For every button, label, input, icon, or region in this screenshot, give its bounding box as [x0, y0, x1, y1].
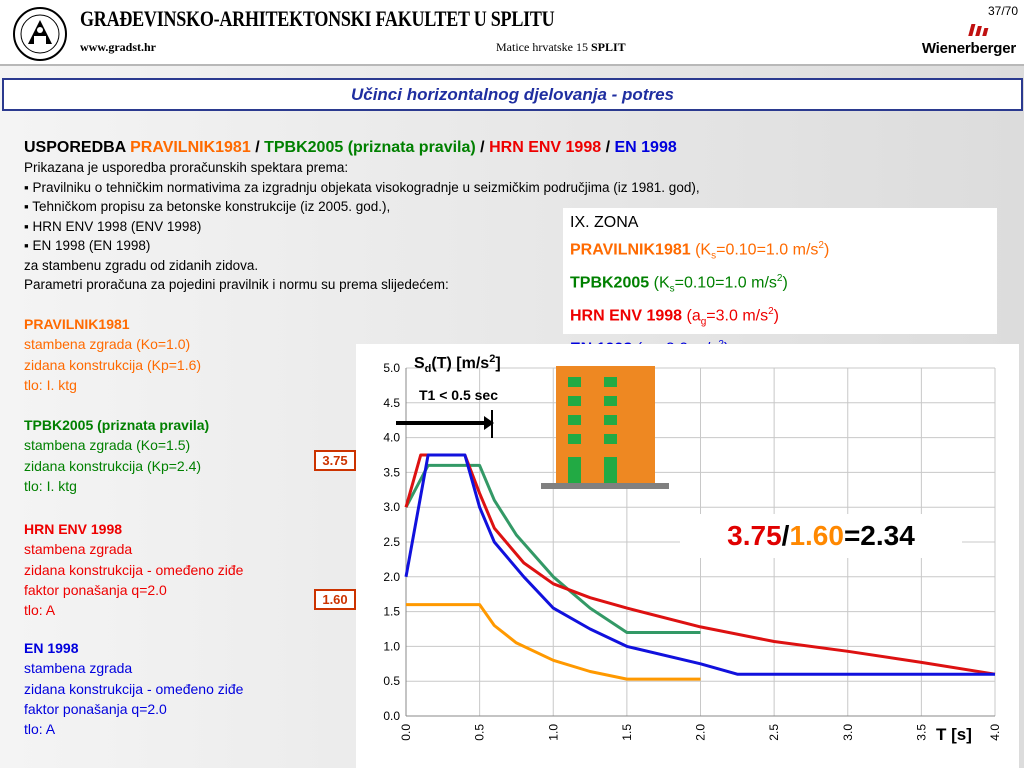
building-base	[541, 483, 669, 489]
slide-title: Učinci horizontalnog djelovanja - potres	[2, 78, 1023, 111]
en-params: EN 1998 stambena zgrada zidana konstrukc…	[24, 638, 243, 739]
param-line: faktor ponašanja q=2.0	[24, 581, 167, 598]
y-tick-label: 3.5	[383, 465, 400, 479]
y-tick-label: 2.0	[383, 570, 400, 584]
school-url[interactable]: www.gradst.hr	[80, 40, 157, 54]
param-line: tlo: I. ktg	[24, 376, 77, 393]
page-number: 37/70	[987, 4, 1018, 18]
intro-line: Prikazana je usporedba proračunskih spek…	[24, 160, 349, 175]
chart-series	[404, 453, 996, 681]
comparison-heading: USPOREDBA PRAVILNIK1981 / TPBK2005 (priz…	[24, 139, 677, 156]
ratio-eq: =2.34	[843, 520, 915, 551]
header: GRAĐEVINSKO-ARHITEKTONSKI FAKULTET U SPL…	[0, 0, 1024, 66]
marker-160: 1.60	[314, 589, 356, 610]
ratio-b: 1.60	[789, 520, 844, 551]
intro-line: ▪ Pravilniku o tehničkim normativima za …	[24, 179, 700, 195]
intro-line: ▪ HRN ENV 1998 (ENV 1998)	[24, 218, 202, 234]
chart-axes: 0.0 0.5 1.0 1.5 2.0 2.5 3.0 3.5 4.0 4.5 5.0 0.0 0.5 1…	[383, 361, 1002, 741]
param-line: zidana konstrukcija - omeđeno ziđe	[24, 680, 244, 697]
ratio-result: 3.75/1.60 =2.34	[680, 514, 962, 558]
tpbk-title: TPBK2005 (priznata pravila)	[24, 417, 210, 433]
param-line: tlo: A	[24, 721, 56, 738]
intro-line: ▪ EN 1998 (EN 1998)	[24, 238, 151, 253]
param-line: faktor ponašanja q=2.0	[24, 700, 167, 717]
faculty-seal-icon	[13, 7, 67, 61]
param-line: zidana konstrukcija (Kp=2.4)	[24, 457, 202, 474]
zone-pravilnik: PRAVILNIK1981 (Ks=0.10=1.0 m/s2)	[570, 239, 830, 262]
y-tick-label: 1.5	[383, 605, 400, 619]
ratio-a: 3.75	[727, 520, 782, 551]
param-line: zidana konstrukcija - omeđeno ziđe	[24, 561, 244, 578]
x-tick-label: 4.0	[988, 724, 1002, 741]
building-window	[568, 396, 581, 406]
x-tick-label: 2.5	[767, 724, 781, 741]
t1-label: T1 < 0.5 sec	[419, 387, 498, 403]
y-axis-label: Sd(T) [m/s2]	[414, 353, 501, 375]
header-divider	[0, 64, 1024, 66]
intro-line: ▪ Tehničkom propisu za betonske konstruk…	[24, 199, 391, 214]
param-line: stambena zgrada	[24, 660, 133, 677]
x-tick-label: 0.5	[473, 724, 487, 741]
hrn-title: HRN ENV 1998	[24, 521, 123, 537]
t1-annotation: T1 < 0.5 sec	[396, 387, 498, 438]
param-line: zidana konstrukcija (Kp=1.6)	[24, 356, 202, 373]
intro-line: Parametri proračuna za pojedini pravilni…	[24, 277, 449, 292]
x-tick-label: 1.5	[620, 724, 634, 741]
building-window	[568, 415, 581, 425]
en-title: EN 1998	[24, 640, 79, 656]
y-tick-label: 5.0	[383, 361, 400, 375]
pravilnik-params: PRAVILNIK1981 stambena zgrada (Ko=1.0) z…	[24, 314, 201, 395]
building-window	[604, 434, 617, 444]
zone-tpbk: TPBK2005 (Ks=0.10=1.0 m/s2)	[570, 272, 788, 295]
param-line: tlo: I. ktg	[24, 477, 77, 494]
param-line: stambena zgrada (Ko=1.0)	[24, 336, 191, 353]
intro-text: USPOREDBA PRAVILNIK1981 / TPBK2005 (priz…	[24, 138, 700, 295]
wienerberger-logo	[910, 22, 1018, 62]
tpbk-params: TPBK2005 (priznata pravila) stambena zgr…	[24, 415, 209, 496]
series-line-tpbk	[404, 463, 701, 634]
series-line-en	[404, 453, 995, 676]
zone-box: IX. ZONA PRAVILNIK1981 (Ks=0.10=1.0 m/s2…	[563, 208, 997, 360]
param-line: stambena zgrada (Ko=1.5)	[24, 437, 191, 454]
y-tick-label: 3.0	[383, 500, 400, 514]
building-door	[604, 457, 617, 483]
ratio-slash: /	[781, 520, 790, 551]
y-tick-label: 1.0	[383, 639, 400, 653]
y-tick-label: 2.5	[383, 535, 400, 549]
y-tick-label: 4.0	[383, 431, 400, 445]
building-window	[568, 377, 581, 387]
x-tick-label: 0.0	[399, 724, 413, 741]
building-window	[568, 434, 581, 444]
x-tick-label: 3.5	[914, 724, 928, 741]
zone-title: IX. ZONA	[570, 214, 639, 231]
sponsor-name: Wienerberger	[921, 40, 1016, 57]
x-tick-label: 2.0	[694, 724, 708, 741]
series-line-pravilnik	[406, 603, 701, 681]
x-tick-label: 3.0	[841, 724, 855, 741]
zone-hrn: HRN ENV 1998 (ag=3.0 m/s2)	[570, 305, 779, 328]
building-illustration	[541, 366, 669, 489]
x-axis-label: T [s]	[936, 725, 972, 744]
building-window	[604, 396, 617, 406]
hrn-params: HRN ENV 1998 stambena zgrada zidana kons…	[24, 519, 243, 620]
param-line: stambena zgrada	[24, 541, 133, 558]
y-tick-label: 0.5	[383, 674, 400, 688]
building-window	[604, 377, 617, 387]
school-address: Matice hrvatske 15 SPLIT	[496, 40, 626, 54]
school-name: GRAĐEVINSKO-ARHITEKTONSKI FAKULTET U SPL…	[80, 6, 555, 31]
intro-line: za stambenu zgradu od zidanih zidova.	[24, 257, 259, 273]
building-windows	[568, 377, 617, 483]
param-line: tlo: A	[24, 602, 56, 619]
marker-375: 3.75	[314, 450, 356, 471]
pravilnik-title: PRAVILNIK1981	[24, 316, 130, 332]
building-window	[604, 415, 617, 425]
building-door	[568, 457, 581, 483]
x-tick-label: 1.0	[546, 724, 560, 741]
t1-arrowhead	[484, 416, 494, 430]
y-tick-label: 0.0	[383, 709, 400, 723]
y-tick-label: 4.5	[383, 396, 400, 410]
